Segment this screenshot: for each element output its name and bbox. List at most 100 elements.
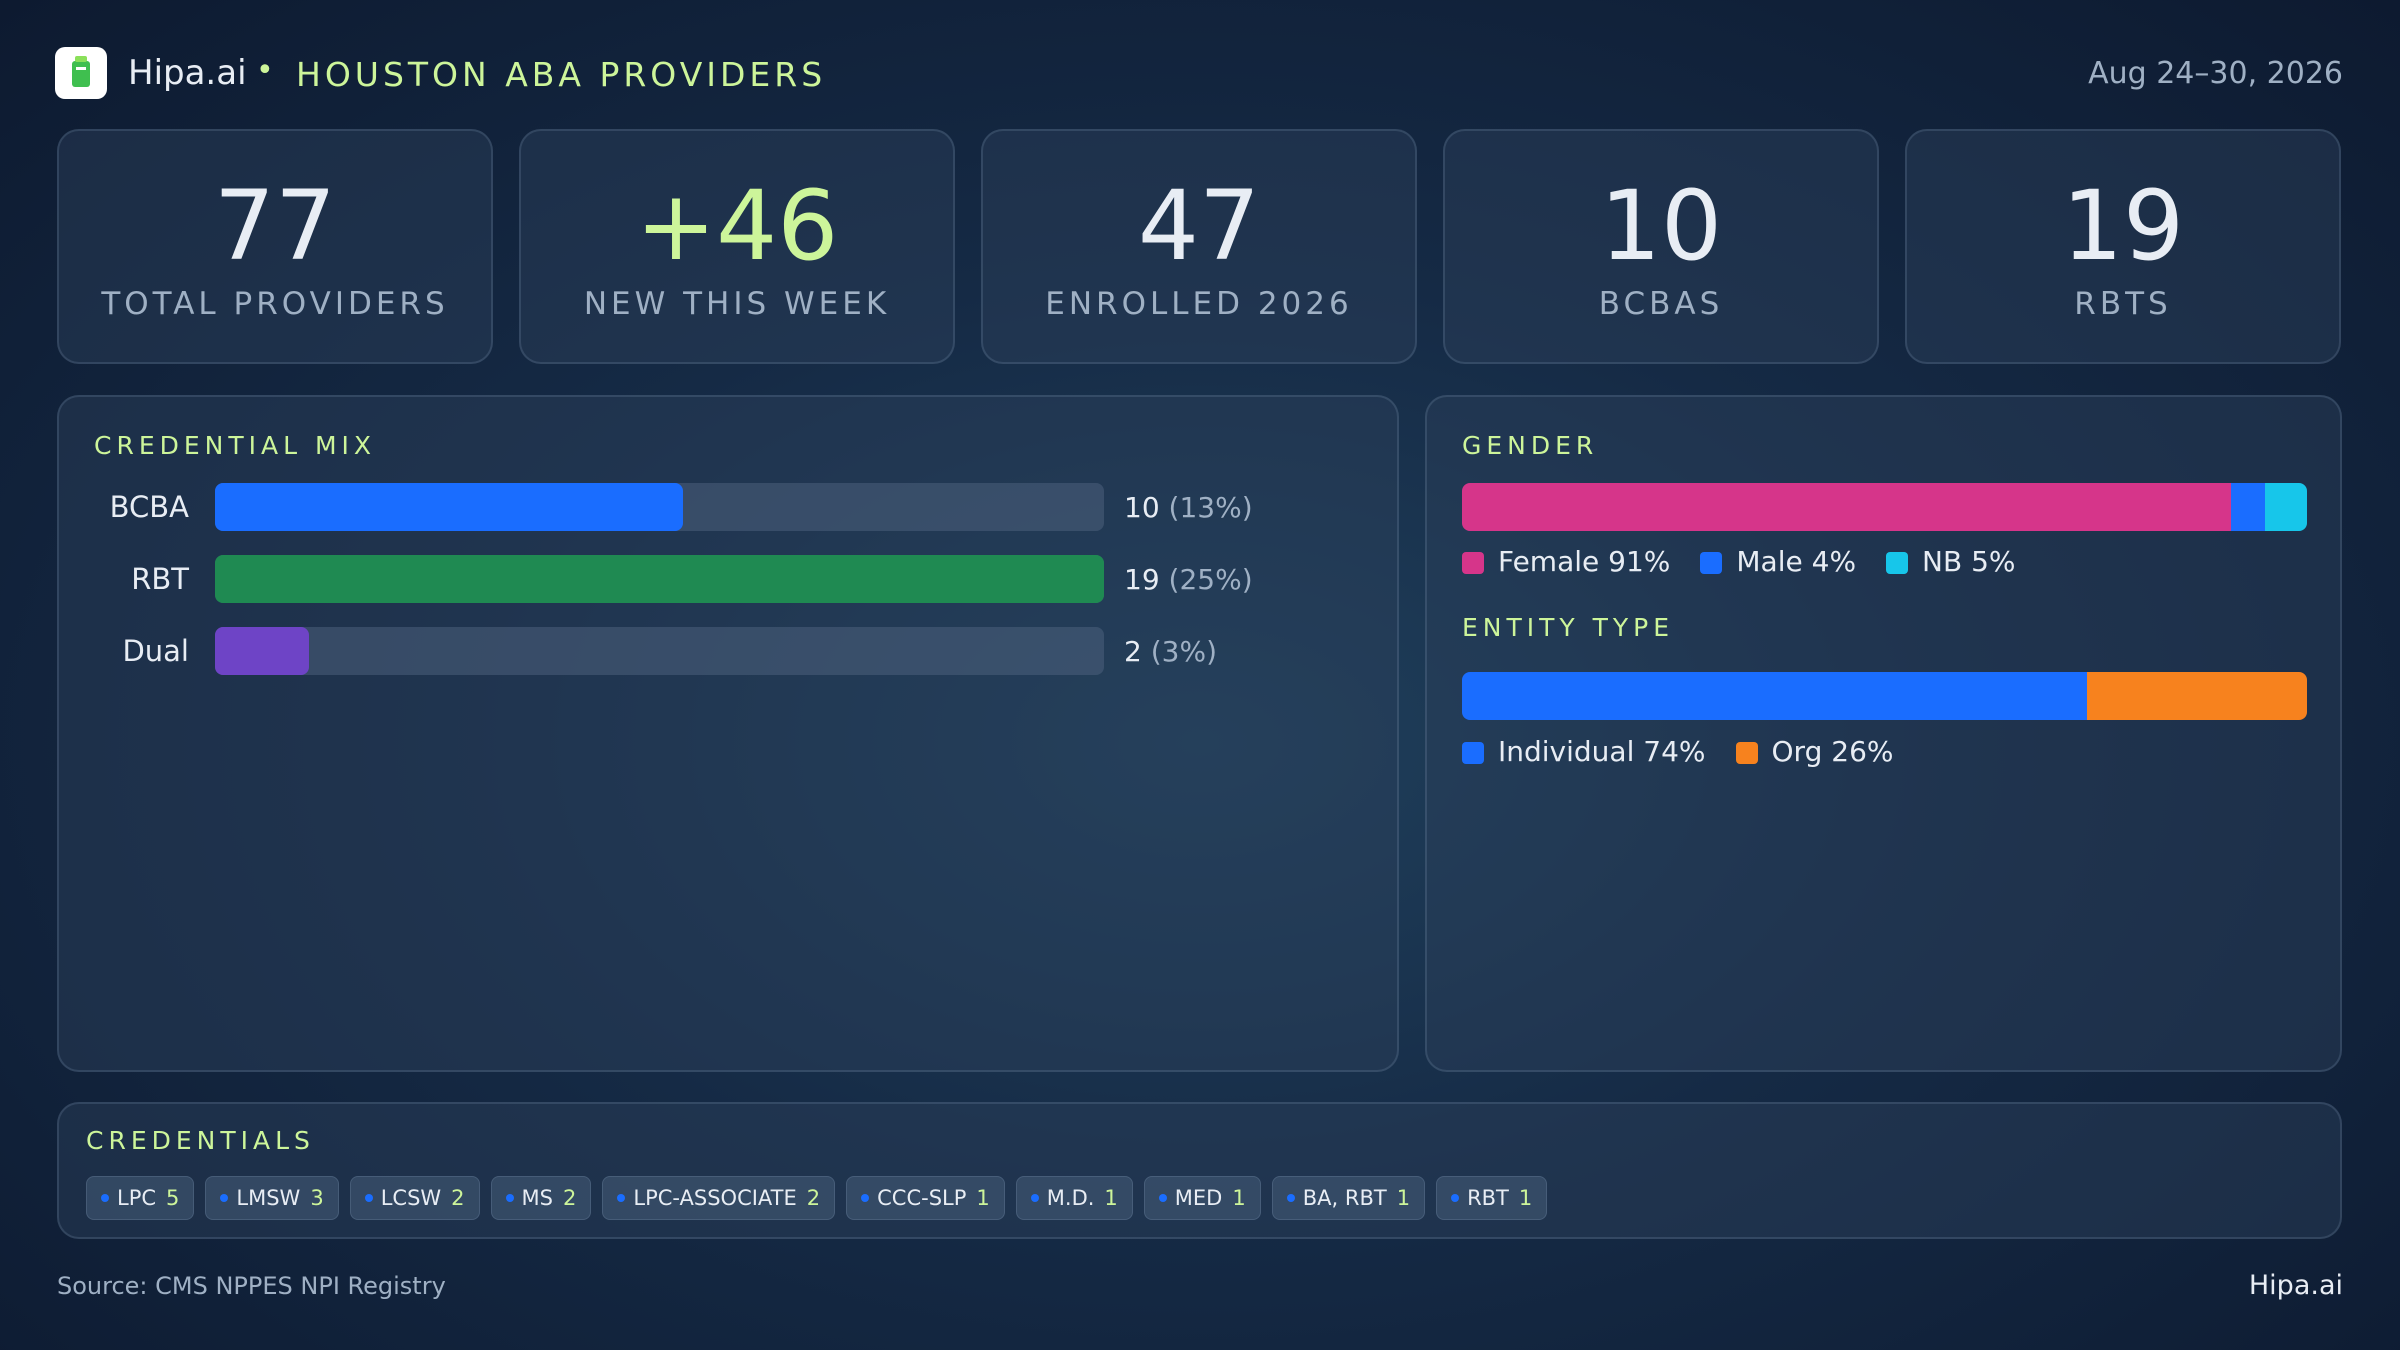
share: (13%) xyxy=(1168,491,1253,524)
dot xyxy=(1030,1194,1039,1202)
legend-value: 91% xyxy=(1608,545,1671,578)
tag-name: RBT xyxy=(1467,1186,1509,1210)
segment xyxy=(1462,672,2088,720)
tag-name: LPC-ASSOCIATE xyxy=(633,1186,797,1210)
dot xyxy=(505,1194,514,1202)
legend-value: 74% xyxy=(1643,735,1706,768)
credential-tag: M.D. 1 xyxy=(1015,1176,1133,1220)
tag-count: 2 xyxy=(806,1186,821,1210)
segment xyxy=(1462,483,2231,531)
value-label: 19 (25%) xyxy=(1124,563,1253,596)
legend-item: Org 26% xyxy=(1735,735,1894,768)
tag-name: BA, RBT xyxy=(1302,1186,1387,1210)
credential-tag: RBT 1 xyxy=(1436,1176,1548,1220)
legend-value: 4% xyxy=(1811,545,1857,578)
swatch xyxy=(1462,552,1484,574)
credential-tag: MED 1 xyxy=(1143,1176,1261,1220)
legend-name: Individual xyxy=(1498,735,1635,768)
credential-tag: MS 2 xyxy=(490,1176,592,1220)
bar xyxy=(215,555,1104,603)
credential-tag: BA, RBT 1 xyxy=(1271,1176,1426,1220)
legend-name: Female xyxy=(1498,545,1600,578)
panel-title: CREDENTIAL MIX xyxy=(94,431,377,460)
stacked-bar xyxy=(1462,672,2307,720)
tag-name: MS xyxy=(521,1186,553,1210)
value: 19 xyxy=(1124,563,1160,596)
segment xyxy=(2264,483,2307,531)
dot xyxy=(364,1194,373,1202)
legend: Individual 74% Org 26% xyxy=(1462,735,1894,768)
kpi-card: 47 ENROLLED 2026 xyxy=(981,129,1417,364)
credential-tag: LPC 5 xyxy=(86,1176,195,1220)
tag-count: 1 xyxy=(1104,1186,1118,1210)
stacked-bar xyxy=(1462,483,2307,531)
credential-mix-panel: CREDENTIAL MIX BCBA 10 (13%) RBT 19 (25%) Du… xyxy=(57,395,1399,1072)
brand: Hipa.ai xyxy=(128,53,247,93)
legend-item: NB 5% xyxy=(1886,545,2016,578)
share: (25%) xyxy=(1168,563,1253,596)
tag-name: M.D. xyxy=(1046,1186,1095,1210)
value: 2 xyxy=(1124,635,1142,668)
tag-name: LPC xyxy=(117,1186,157,1210)
swatch xyxy=(1735,742,1758,764)
tag-count: 1 xyxy=(1232,1186,1246,1210)
tag-count: 1 xyxy=(1518,1186,1533,1210)
logo xyxy=(55,47,107,99)
value-label: 10 (13%) xyxy=(1124,491,1253,524)
kpi-value: +46 xyxy=(635,170,839,282)
kpi-value: 19 xyxy=(2061,170,2185,282)
tag-count: 5 xyxy=(166,1186,180,1210)
kpi-card: 77 TOTAL PROVIDERS xyxy=(57,129,493,364)
footer-brand: Hipa.ai xyxy=(2248,1270,2343,1301)
swatch xyxy=(1886,552,1909,574)
credentials-panel: CREDENTIALS LPC 5 LMSW 3 LCSW 2 MS 2 LPC-ASSOCIA… xyxy=(57,1102,2342,1239)
source: Source: CMS NPPES NPI Registry xyxy=(57,1272,446,1300)
tag-name: CCC-SLP xyxy=(877,1186,967,1210)
legend-value: 5% xyxy=(1971,545,2016,578)
kpi-caption: ENROLLED 2026 xyxy=(1045,286,1353,322)
credential-tag: LCSW 2 xyxy=(349,1176,480,1220)
legend-item: Individual 74% xyxy=(1462,735,1706,768)
logo-icon xyxy=(72,56,90,87)
dot xyxy=(1158,1194,1167,1202)
kpi-card: +46 NEW THIS WEEK xyxy=(519,129,955,364)
dot xyxy=(617,1194,626,1202)
bar-label: BCBA xyxy=(109,490,189,524)
kpi-caption: NEW THIS WEEK xyxy=(583,286,891,322)
bar-label: Dual xyxy=(122,634,189,668)
kpi-value: 10 xyxy=(1599,170,1723,282)
bar-track xyxy=(215,627,1104,675)
credential-tag: LMSW 3 xyxy=(205,1176,339,1220)
header-title: HOUSTON ABA PROVIDERS xyxy=(296,55,827,94)
dot xyxy=(1286,1194,1295,1202)
credential-tag: LPC-ASSOCIATE 2 xyxy=(602,1176,836,1220)
kpi-caption: TOTAL PROVIDERS xyxy=(101,286,449,322)
panel-title: ENTITY TYPE xyxy=(1462,613,1675,642)
tag-name: LMSW xyxy=(236,1186,301,1210)
dot xyxy=(220,1194,229,1202)
dot xyxy=(1451,1194,1460,1202)
legend-item: Male 4% xyxy=(1700,545,1856,578)
tag-name: LCSW xyxy=(380,1186,442,1210)
panel-title: GENDER xyxy=(1462,431,1599,460)
kpi-card: 19 RBTS xyxy=(1905,129,2341,364)
swatch xyxy=(1462,742,1484,764)
tag-count: 2 xyxy=(451,1186,465,1210)
legend-name: Org xyxy=(1771,735,1823,768)
bar-label: RBT xyxy=(131,562,189,596)
tag-count: 3 xyxy=(310,1186,324,1210)
legend-name: NB xyxy=(1922,545,1963,578)
value: 10 xyxy=(1124,491,1160,524)
bar xyxy=(215,627,309,675)
swatch xyxy=(1700,552,1723,574)
kpi-caption: BCBAS xyxy=(1598,286,1724,322)
share: (3%) xyxy=(1150,635,1218,668)
legend-name: Male xyxy=(1736,545,1803,578)
tag-count: 1 xyxy=(1396,1186,1411,1210)
legend-value: 26% xyxy=(1831,735,1894,768)
tag-count: 2 xyxy=(563,1186,577,1210)
credential-tag: CCC-SLP 1 xyxy=(846,1176,1005,1220)
dot xyxy=(861,1194,870,1202)
kpi-card: 10 BCBAS xyxy=(1443,129,1879,364)
